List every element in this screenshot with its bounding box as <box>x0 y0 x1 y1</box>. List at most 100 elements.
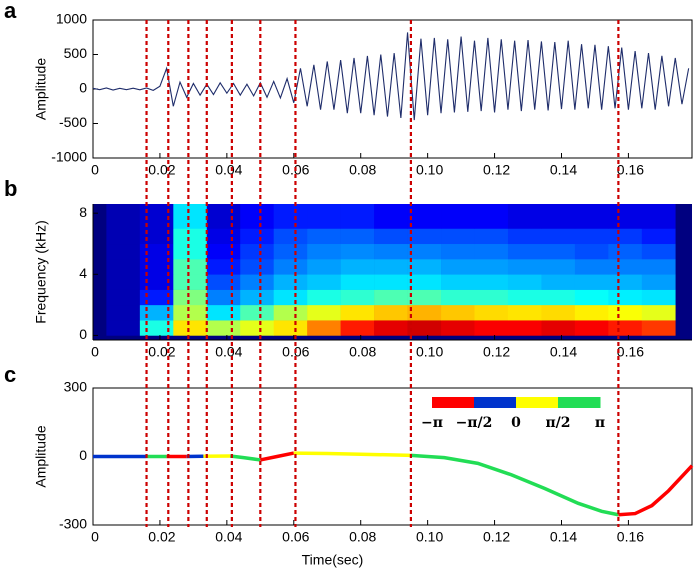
phase-curve <box>294 453 411 455</box>
heatmap-cell <box>106 274 140 290</box>
heatmap-cell <box>106 228 140 244</box>
heatmap-cell <box>106 204 140 229</box>
heatmap-cell <box>474 274 508 290</box>
heatmap-cell <box>374 274 408 290</box>
heatmap-cell <box>307 204 341 229</box>
heatmap-cell <box>408 305 442 321</box>
colorbar-label: −π <box>421 415 443 431</box>
heatmap-cell <box>508 274 542 290</box>
heatmap-cell <box>642 305 676 321</box>
x-tick-label: 0.14 <box>550 529 577 545</box>
y-axis-label: Amplitude <box>33 58 49 120</box>
heatmap-cell <box>441 204 475 229</box>
heatmap-cell <box>240 290 274 306</box>
heatmap-cell <box>474 320 508 336</box>
heatmap-cell <box>474 290 508 306</box>
x-tick-label: 0.10 <box>416 529 443 545</box>
heatmap-cell <box>642 290 676 306</box>
y-tick-label: 8 <box>79 204 87 220</box>
heatmap-cell <box>307 290 341 306</box>
x-tick-label: 0.14 <box>550 344 577 360</box>
heatmap-cell <box>173 259 207 275</box>
heatmap-cell <box>240 228 274 244</box>
heatmap-cell <box>541 305 575 321</box>
heatmap-cell <box>642 320 676 336</box>
heatmap-cell <box>575 305 609 321</box>
heatmap-cell <box>608 204 642 229</box>
heatmap-cell <box>341 290 375 306</box>
heatmap-cell <box>508 244 542 260</box>
heatmap-cell <box>608 274 642 290</box>
heatmap-cell <box>307 274 341 290</box>
heatmap-cell <box>408 290 442 306</box>
heatmap-cell <box>274 274 308 290</box>
x-tick-label: 0.16 <box>617 529 644 545</box>
heatmap-cell <box>608 244 642 260</box>
heatmap-cell <box>173 274 207 290</box>
y-tick-label: 0 <box>79 80 87 96</box>
heatmap-cell <box>341 305 375 321</box>
heatmap-cell <box>374 244 408 260</box>
heatmap-cell <box>642 274 676 290</box>
heatmap-cell <box>274 320 308 336</box>
colorbar-segment <box>558 397 601 408</box>
x-tick-label: 0.02 <box>148 529 175 545</box>
x-tick-label: 0.10 <box>416 344 443 360</box>
heatmap-cell <box>274 290 308 306</box>
heatmap-cell <box>341 320 375 336</box>
x-tick-label: 0.02 <box>148 162 175 178</box>
heatmap-cell <box>642 204 676 229</box>
x-tick-label: 0.08 <box>349 344 376 360</box>
heatmap-cell <box>541 320 575 336</box>
y-tick-label: -300 <box>59 516 87 532</box>
heatmap-cell <box>541 228 575 244</box>
x-tick-label: 0.08 <box>349 162 376 178</box>
colorbar-label: π <box>595 415 605 431</box>
x-tick-label: 0.04 <box>215 162 242 178</box>
colorbar-label: 0 <box>511 415 521 431</box>
heatmap-cell <box>173 204 207 229</box>
heatmap-cell <box>307 305 341 321</box>
heatmap-cell <box>240 305 274 321</box>
heatmap-cell <box>240 320 274 336</box>
x-tick-label: 0.02 <box>148 344 175 360</box>
heatmap-cell <box>274 259 308 275</box>
panel-letter: a <box>4 0 17 23</box>
heatmap-cell <box>474 244 508 260</box>
x-tick-label: 0 <box>91 162 99 178</box>
heatmap-cell <box>441 320 475 336</box>
heatmap-cell <box>207 244 241 260</box>
heatmap-cell <box>541 290 575 306</box>
heatmap-cell <box>274 228 308 244</box>
heatmap-cell <box>408 320 442 336</box>
heatmap-cell <box>374 204 408 229</box>
heatmap-cell <box>642 244 676 260</box>
heatmap-cell <box>575 274 609 290</box>
heatmap-cell <box>207 290 241 306</box>
phase-curve <box>230 456 260 460</box>
heatmap-cell <box>374 320 408 336</box>
heatmap-cell <box>408 274 442 290</box>
heatmap-cell <box>541 244 575 260</box>
heatmap-cell <box>173 320 207 336</box>
heatmap-cell <box>441 259 475 275</box>
x-tick-label: 0.04 <box>215 529 242 545</box>
heatmap-cell <box>575 259 609 275</box>
heatmap-cell <box>207 274 241 290</box>
heatmap-cell <box>642 228 676 244</box>
y-tick-label: 500 <box>64 45 88 61</box>
heatmap-cell <box>474 259 508 275</box>
heatmap-cell <box>508 204 542 229</box>
heatmap-cell <box>508 320 542 336</box>
heatmap-cell <box>575 204 609 229</box>
heatmap-cell <box>106 259 140 275</box>
heatmap-cell <box>408 244 442 260</box>
heatmap-cell <box>207 204 241 229</box>
heatmap-cell <box>274 244 308 260</box>
heatmap-cell <box>240 259 274 275</box>
x-tick-label: 0 <box>91 344 99 360</box>
heatmap-cell <box>307 320 341 336</box>
heatmap-cell <box>541 259 575 275</box>
heatmap-cell <box>274 305 308 321</box>
heatmap-cell <box>106 305 140 321</box>
